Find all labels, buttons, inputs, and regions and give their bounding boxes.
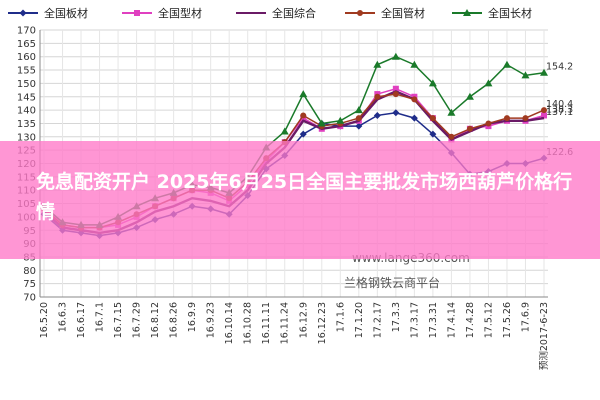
x-tick-label: 17.6.9 [520, 302, 531, 332]
data-point [299, 130, 307, 138]
x-tick-label: 16.6.3 [58, 302, 69, 332]
x-tick-label: 16.9.23 [206, 302, 217, 338]
legend-marker [357, 10, 363, 16]
data-point [300, 112, 307, 119]
y-tick-label: 145 [17, 92, 36, 103]
end-value-label: 137.1 [546, 107, 573, 118]
x-tick-label: 16.7.15 [113, 302, 124, 338]
x-tick-label: 17.5.12 [483, 302, 494, 338]
data-point [484, 79, 493, 87]
x-tick-label: 17.1.6 [335, 302, 346, 332]
data-point [355, 122, 363, 130]
legend-label: 全国长材 [488, 6, 532, 20]
end-value-label: 154.2 [546, 62, 573, 73]
data-point [429, 130, 437, 138]
y-tick-label: 75 [23, 279, 36, 290]
y-tick-label: 155 [17, 66, 36, 77]
data-point [521, 71, 530, 79]
data-point [448, 133, 455, 140]
y-tick-label: 80 [23, 266, 36, 277]
data-point [392, 109, 400, 117]
x-tick-label: 16.11.24 [280, 302, 291, 344]
y-tick-label: 70 [23, 293, 36, 304]
x-tick-label: 16.7.1 [95, 302, 106, 332]
data-point [485, 120, 492, 127]
data-point [540, 68, 548, 76]
x-tick-label: 16.6.17 [76, 302, 87, 338]
x-tick-label: 17.1.20 [354, 302, 365, 338]
data-point [280, 127, 289, 135]
end-value-label: 140.4 [546, 99, 573, 110]
data-point [465, 92, 474, 100]
x-axis-ticks: 16.5.20 16.6.3 16.6.17 16.7.1 16.7.15 16.7.29… [39, 302, 550, 370]
data-point [541, 112, 547, 119]
x-tick-label: 16.7.29 [132, 302, 143, 338]
data-point [429, 115, 436, 122]
data-point [410, 114, 418, 122]
x-tick-label: 16.8.26 [169, 302, 180, 338]
data-point [355, 115, 362, 122]
x-tick-label: 16.11.11 [261, 302, 272, 344]
legend-marker [463, 9, 471, 16]
data-point [336, 116, 345, 124]
x-tick-label: 16.10.28 [243, 302, 254, 344]
y-tick-label: 165 [17, 39, 36, 50]
data-point [522, 115, 529, 122]
x-tick-label: 16.8.12 [150, 302, 161, 338]
data-point [373, 60, 382, 68]
legend-marker [19, 9, 27, 17]
y-tick-label: 140 [17, 106, 36, 117]
data-point [466, 125, 473, 132]
x-tick-label: 16.10.14 [224, 302, 235, 344]
y-tick-label: 150 [17, 79, 36, 90]
x-tick-label: 预测2017-6-23 [539, 302, 550, 370]
legend: 全国板材 全国型材 全国综合 全国管材 全国长材 [8, 6, 532, 20]
x-tick-label: 17.3.31 [428, 302, 439, 338]
legend-item: 全国板材 [8, 6, 88, 20]
legend-label: 全国管材 [381, 6, 425, 20]
legend-item: 全国综合 [236, 6, 316, 20]
data-point [447, 108, 456, 116]
data-point [428, 79, 437, 87]
y-tick-label: 135 [17, 119, 36, 130]
data-point [374, 93, 381, 100]
x-tick-label: 17.4.28 [465, 302, 476, 338]
data-point [502, 60, 511, 68]
legend-marker [134, 10, 140, 16]
x-tick-label: 17.3.3 [391, 302, 402, 332]
legend-item: 全国型材 [122, 6, 202, 20]
x-tick-label: 16.12.9 [298, 302, 309, 338]
x-tick-label: 16.12.23 [317, 302, 328, 344]
data-point [373, 111, 381, 119]
legend-label: 全国板材 [44, 6, 88, 20]
x-tick-label: 16.5.20 [39, 302, 50, 338]
y-tick-label: 160 [17, 52, 36, 63]
data-point [354, 106, 363, 114]
y-tick-label: 130 [17, 132, 36, 143]
watermark-platform: 兰格钢铁云商平台 [344, 275, 440, 290]
y-tick-label: 170 [17, 26, 36, 37]
legend-item: 全国管材 [345, 6, 425, 20]
data-point [503, 115, 510, 122]
x-tick-label: 17.3.17 [409, 302, 420, 338]
data-point [392, 91, 399, 98]
banner-text: 免息配资开户 2025年6月25日全国主要批发市场西葫芦价格行情 [36, 171, 573, 223]
legend-label: 全国型材 [158, 6, 202, 20]
end-value-label: 138.3 [546, 104, 573, 115]
data-point [410, 60, 419, 68]
data-point [391, 52, 400, 60]
data-point [411, 96, 418, 103]
banner-overlay: 免息配资开户 2025年6月25日全国主要批发市场西葫芦价格行情 [0, 141, 600, 259]
x-tick-label: 17.2.17 [372, 302, 383, 338]
data-point [317, 119, 326, 127]
x-tick-label: 17.4.14 [446, 302, 457, 338]
legend-label: 全国综合 [272, 6, 316, 20]
data-point [541, 107, 547, 114]
data-point [299, 90, 308, 98]
x-tick-label: 16.9.9 [187, 302, 198, 332]
data-point [392, 85, 399, 92]
legend-item: 全国长材 [452, 6, 532, 20]
x-tick-label: 17.5.26 [502, 302, 513, 338]
